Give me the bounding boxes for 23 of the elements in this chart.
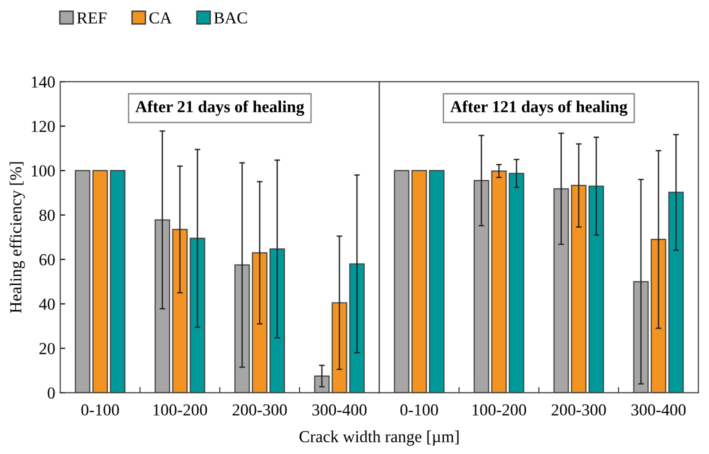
x-axis-title: Crack width range [µm] xyxy=(300,430,459,446)
y-tick-label: 80 xyxy=(39,210,55,221)
y-tick-label: 100 xyxy=(32,165,55,177)
y-axis-title: Healing efficiency [%] xyxy=(10,162,25,313)
x-tick-label: 300-400 xyxy=(312,404,367,416)
y-tick-label: 20 xyxy=(39,342,55,354)
y-tick-label: 60 xyxy=(39,254,55,266)
x-tick-label: 0-100 xyxy=(81,404,119,416)
legend-label: BAC xyxy=(214,12,247,24)
y-tick-label: 120 xyxy=(32,120,55,132)
y-tick-label: 140 xyxy=(32,76,55,88)
annotation: After 21 days of healing xyxy=(135,100,304,116)
y-tick-label: 40 xyxy=(39,298,55,310)
x-tick-label: 0-100 xyxy=(400,404,438,416)
x-tick-label: 300-400 xyxy=(632,404,686,416)
x-tick-label: 200-300 xyxy=(552,404,606,416)
legend-label: REF xyxy=(76,12,106,24)
legend-label: CA xyxy=(149,12,172,24)
annotation: After 121 days of healing xyxy=(450,100,628,116)
x-tick-label: 100-200 xyxy=(472,404,526,416)
x-tick-label: 100-200 xyxy=(154,404,208,416)
x-tick-label: 200-300 xyxy=(232,404,287,416)
y-tick-label: 0 xyxy=(48,387,55,399)
